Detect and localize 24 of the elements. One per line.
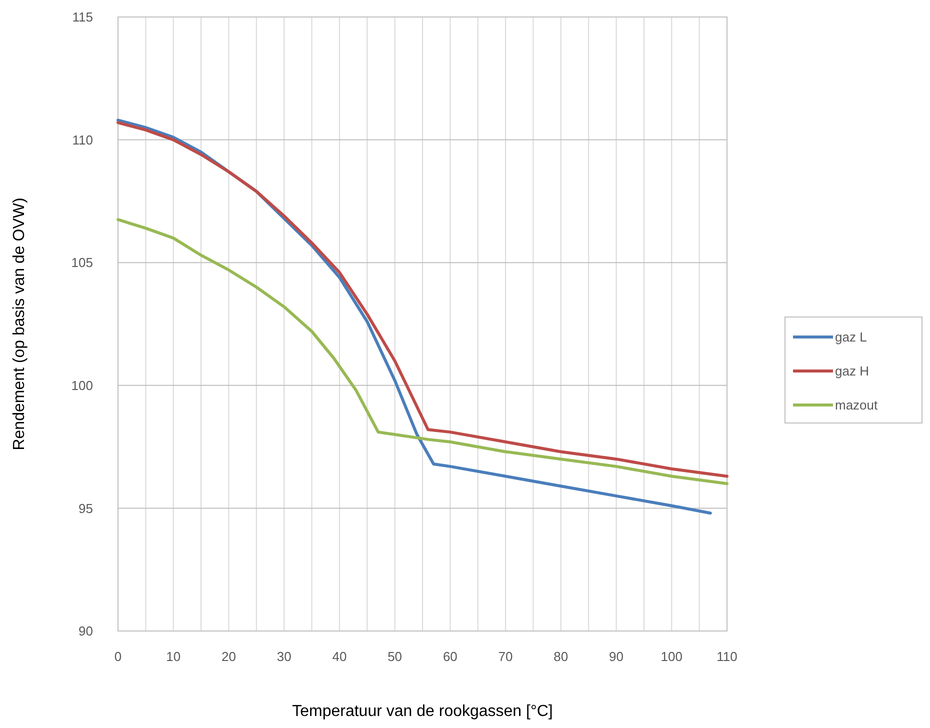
x-tick-label: 30 <box>276 649 292 664</box>
x-tick-label: 50 <box>388 649 402 664</box>
y-tick-label: 100 <box>71 378 93 393</box>
y-tick-label: 90 <box>78 624 93 639</box>
y-tick-label: 105 <box>71 255 93 270</box>
x-tick-label: 20 <box>221 649 236 664</box>
legend-label: gaz H <box>835 364 869 379</box>
x-tick-label: 0 <box>114 649 122 664</box>
x-tick-label: 60 <box>442 649 458 664</box>
x-tick-label: 100 <box>660 649 682 664</box>
x-axis-title: Temperatuur van de rookgassen [°C] <box>292 703 553 720</box>
y-tick-label: 95 <box>78 500 93 516</box>
x-tick-label: 40 <box>332 649 347 664</box>
x-tick-label: 70 <box>498 649 513 664</box>
x-tick-label: 110 <box>716 649 738 664</box>
y-tick-label: 115 <box>72 10 93 25</box>
y-axis-title: Rendement (op basis van de OVW) <box>11 198 28 450</box>
legend-label: gaz L <box>835 330 867 345</box>
line-series <box>116 218 728 486</box>
x-tick-label: 10 <box>166 649 181 664</box>
x-tick-label: 80 <box>554 649 568 664</box>
x-tick-label: 90 <box>609 649 624 664</box>
y-tick-label: 110 <box>72 132 93 148</box>
legend-label: mazout <box>835 398 878 413</box>
